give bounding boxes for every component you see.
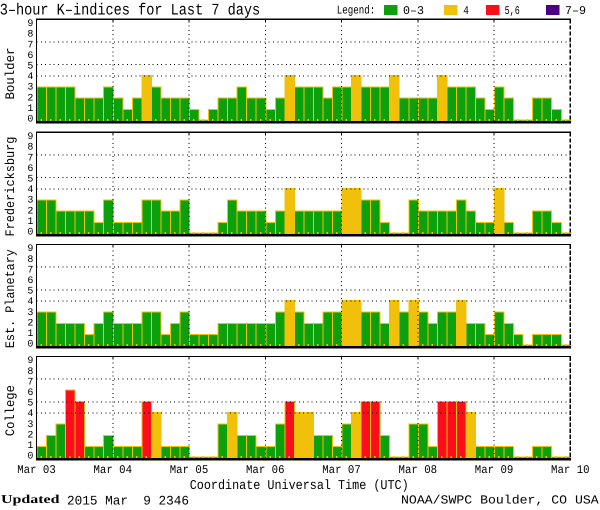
svg-text:Boulder: Boulder	[3, 48, 18, 100]
svg-text:7–9: 7–9	[565, 4, 586, 18]
svg-text:3: 3	[27, 308, 33, 319]
svg-text:4: 4	[27, 297, 33, 308]
svg-text:8: 8	[27, 143, 33, 154]
svg-text:9: 9	[27, 244, 33, 255]
svg-text:2: 2	[27, 206, 33, 217]
svg-text:Mar 07: Mar 07	[322, 463, 361, 477]
svg-text:3: 3	[27, 196, 33, 207]
svg-text:1: 1	[27, 104, 33, 115]
svg-text:College: College	[3, 385, 18, 436]
svg-text:2: 2	[27, 318, 33, 329]
svg-text:7: 7	[27, 377, 33, 388]
svg-text:3: 3	[27, 420, 33, 431]
svg-text:5: 5	[27, 399, 33, 410]
svg-text:6: 6	[27, 51, 33, 62]
svg-text:1: 1	[27, 329, 33, 340]
svg-text:4: 4	[463, 4, 469, 18]
svg-text:0: 0	[27, 227, 33, 238]
svg-text:1: 1	[27, 217, 33, 228]
svg-text:5: 5	[27, 61, 33, 72]
svg-text:4: 4	[27, 409, 33, 420]
svg-text:0: 0	[27, 114, 33, 125]
svg-text:2: 2	[27, 93, 33, 104]
svg-text:Mar 05: Mar 05	[170, 463, 209, 477]
svg-text:Mar 08: Mar 08	[399, 463, 438, 477]
svg-text:8: 8	[27, 255, 33, 266]
svg-text:4: 4	[27, 185, 33, 196]
svg-text:6: 6	[27, 164, 33, 175]
svg-text:Mar 09: Mar 09	[475, 463, 514, 477]
svg-text:Mar 03: Mar 03	[17, 463, 56, 477]
svg-text:Mar 06: Mar 06	[246, 463, 285, 477]
svg-text:6: 6	[27, 276, 33, 287]
svg-text:8: 8	[27, 367, 33, 378]
svg-text:7: 7	[27, 40, 33, 51]
svg-text:9: 9	[27, 356, 33, 367]
svg-text:7: 7	[27, 153, 33, 164]
svg-text:Mar 04: Mar 04	[94, 463, 133, 477]
svg-text:Coordinate Universal Time (UTC: Coordinate Universal Time (UTC)	[190, 479, 409, 494]
svg-text:3–hour K–indices for Last 7 da: 3–hour K–indices for Last 7 days	[0, 1, 260, 19]
svg-text:3: 3	[27, 83, 33, 94]
svg-text:5: 5	[27, 287, 33, 298]
svg-text:0: 0	[27, 452, 33, 463]
svg-text:6: 6	[27, 388, 33, 399]
svg-text:4: 4	[27, 72, 33, 83]
svg-text:9: 9	[27, 19, 33, 30]
svg-text:Fredericksburg: Fredericksburg	[3, 137, 18, 237]
svg-text:Est. Planetary: Est. Planetary	[3, 249, 18, 348]
svg-text:1: 1	[27, 441, 33, 452]
svg-text:NOAA/SWPC Boulder, CO USA: NOAA/SWPC Boulder, CO USA	[401, 494, 599, 508]
svg-text:9: 9	[27, 132, 33, 143]
svg-text:0–3: 0–3	[403, 4, 424, 18]
svg-text:0: 0	[27, 340, 33, 351]
svg-text:5,6: 5,6	[505, 4, 520, 18]
svg-text:Mar 10: Mar 10	[551, 463, 590, 477]
svg-text:2015 Mar 9 2346: 2015 Mar 9 2346	[67, 493, 189, 508]
svg-text:2: 2	[27, 430, 33, 441]
svg-text:8: 8	[27, 30, 33, 41]
svg-text:Updated: Updated	[1, 492, 60, 506]
svg-text:Legend:: Legend:	[337, 4, 376, 18]
svg-text:7: 7	[27, 265, 33, 276]
svg-text:5: 5	[27, 174, 33, 185]
